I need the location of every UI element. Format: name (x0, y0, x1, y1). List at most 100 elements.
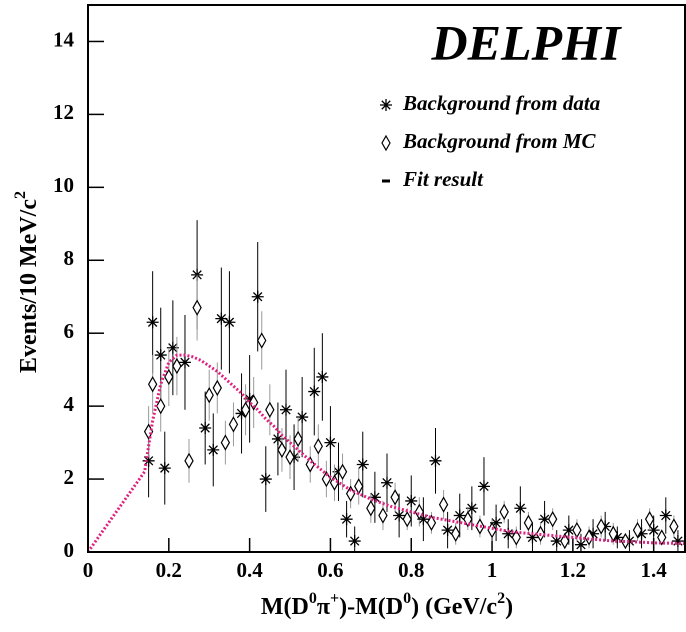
data-point (453, 509, 466, 522)
data-point (178, 356, 191, 369)
y-axis-label: Events/10 MeV/c2 (12, 191, 42, 373)
data-point (587, 527, 600, 540)
legend-marker (380, 99, 392, 111)
y-tick-label: 2 (64, 465, 75, 489)
data-point (191, 268, 204, 281)
data-point (659, 509, 672, 522)
data-point (166, 341, 179, 354)
data-point (235, 407, 248, 420)
data-point (321, 470, 332, 488)
y-tick-label: 0 (64, 538, 75, 562)
label-part: ) (505, 594, 513, 620)
data-point (324, 436, 337, 449)
data-point (526, 531, 539, 544)
data-point (240, 401, 251, 418)
data-point (644, 510, 655, 528)
data-point (477, 480, 490, 493)
data-point (215, 312, 228, 325)
label-sup: 2 (12, 191, 29, 199)
y-tick-label: 14 (53, 27, 75, 51)
label-sup: 0 (403, 590, 411, 607)
data-point (243, 392, 256, 405)
data-point (574, 538, 587, 551)
data-point (657, 529, 667, 546)
data-point (199, 422, 212, 435)
data-point (220, 434, 231, 451)
data-point (635, 527, 648, 540)
data-point (647, 524, 660, 537)
data-point (547, 510, 558, 528)
data-point (538, 513, 551, 526)
data-point (146, 316, 159, 329)
y-tick-label: 4 (64, 392, 75, 416)
x-tick-label: 1 (487, 558, 498, 582)
data-point (572, 521, 582, 539)
data-point (405, 494, 418, 507)
data-point (368, 491, 381, 504)
data-point (337, 463, 348, 480)
data-point (316, 370, 329, 383)
legend-marker (381, 134, 391, 152)
data-point (147, 376, 158, 393)
data-point (632, 521, 643, 539)
data-point (490, 516, 503, 529)
y-tick-label: 10 (53, 173, 74, 197)
y-tick-label: 8 (64, 246, 75, 270)
label-part: ) (GeV/c (411, 594, 497, 620)
x-tick-label: 0.6 (317, 558, 343, 582)
data-point (550, 535, 563, 548)
data-point (172, 357, 182, 375)
data-point (465, 502, 478, 515)
data-point (156, 397, 166, 415)
data-point (313, 438, 324, 455)
data-point (251, 290, 264, 303)
data-point (279, 403, 292, 416)
data-point (511, 529, 521, 546)
data-point (296, 411, 309, 424)
data-point (356, 458, 369, 471)
data-point (158, 462, 171, 475)
label-sup: + (330, 590, 339, 607)
x-tick-label: 1.4 (641, 558, 668, 582)
x-tick-label: 1.2 (560, 558, 586, 582)
data-point (248, 394, 259, 411)
data-point (271, 432, 284, 445)
data-point (265, 401, 275, 418)
data-point (669, 518, 679, 535)
label-part: π (317, 594, 330, 620)
data-point (426, 514, 437, 532)
data-point (562, 524, 575, 537)
data-point (414, 503, 425, 521)
data-point (487, 521, 497, 539)
data-point (143, 423, 154, 440)
data-point (354, 478, 364, 495)
x-tick-label: 0.4 (236, 558, 263, 582)
plot-frame (87, 4, 686, 553)
data-point (381, 476, 393, 489)
data-point (438, 496, 449, 513)
x-tick-label: 0 (83, 558, 94, 582)
data-point (596, 518, 606, 535)
chart-title: DELPHI (431, 14, 622, 70)
data-point (223, 316, 236, 329)
data-point (560, 532, 570, 550)
label-part: Events/10 MeV/c (16, 199, 42, 373)
data-point (277, 441, 287, 459)
data-point (212, 379, 222, 397)
x-tick-label: 0.2 (156, 558, 182, 582)
data-point (348, 535, 361, 548)
data-point (293, 430, 303, 448)
plot-area (88, 220, 686, 552)
data-point (184, 452, 194, 470)
data-point (393, 509, 406, 522)
data-point (259, 473, 272, 486)
data-point (450, 525, 461, 542)
data-point (499, 503, 509, 521)
legend-label: Fit result (402, 167, 484, 191)
legend-label: Background from data (402, 91, 600, 115)
data-point (514, 502, 527, 515)
x-tick-label: 0.8 (398, 558, 424, 582)
data-point (164, 368, 174, 386)
